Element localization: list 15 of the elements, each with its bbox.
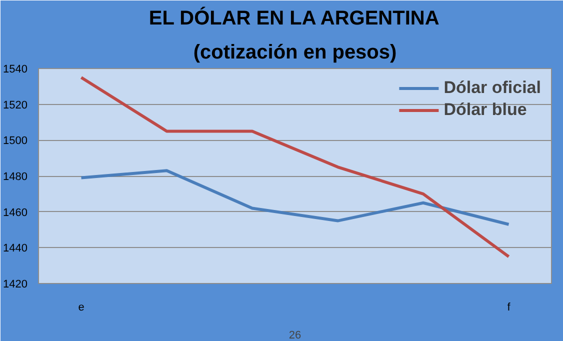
y-tick-label: 1500 [3, 135, 28, 148]
legend-label: Dólar oficial [444, 78, 541, 98]
y-tick-label: 1520 [3, 99, 28, 112]
chart-subtitle: (cotización en pesos) [193, 42, 397, 64]
y-tick-label: 1460 [3, 206, 28, 219]
x-tick-label: e [78, 302, 84, 314]
text: 26 [288, 330, 302, 341]
line-series [80, 169, 510, 226]
legend-label: Dólar blue [444, 100, 527, 120]
y-tick-label: 1440 [3, 242, 28, 255]
y-tick-label: 1480 [3, 171, 28, 183]
y-tick-label: 1420 [3, 278, 28, 290]
x-tick-label: f [507, 302, 512, 314]
chart-title: EL DÓLAR EN LA ARGENTINA [148, 6, 440, 30]
y-tick-label: 1540 [3, 64, 28, 76]
